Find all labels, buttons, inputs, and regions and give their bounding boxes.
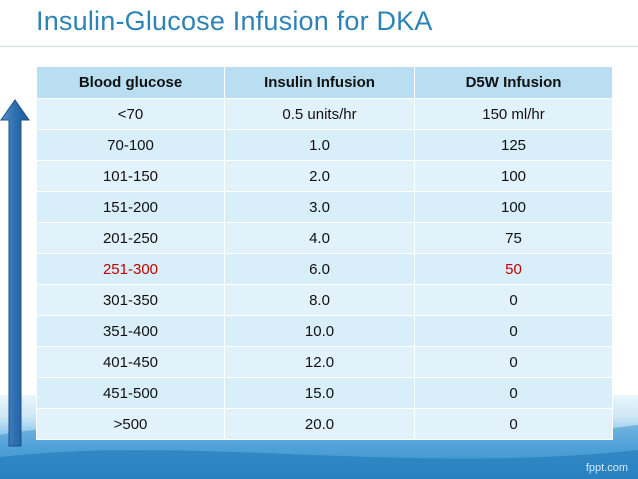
cell-blood-glucose: 351-400 bbox=[36, 315, 225, 347]
cell-insulin-infusion: 15.0 bbox=[224, 377, 415, 409]
cell-insulin-infusion: 2.0 bbox=[224, 160, 415, 192]
cell-insulin-infusion: 3.0 bbox=[224, 191, 415, 223]
cell-d5w-infusion: 0 bbox=[414, 284, 613, 316]
table-row: >500 20.0 0 bbox=[36, 408, 613, 440]
cell-d5w-infusion: 0 bbox=[414, 315, 613, 347]
cell-insulin-infusion: 20.0 bbox=[224, 408, 415, 440]
cell-blood-glucose: 70-100 bbox=[36, 129, 225, 161]
table-row: <70 0.5 units/hr 150 ml/hr bbox=[36, 98, 613, 130]
cell-blood-glucose: 451-500 bbox=[36, 377, 225, 409]
up-arrow-icon bbox=[0, 99, 30, 447]
header-d5w-infusion: D5W Infusion bbox=[414, 66, 613, 99]
cell-d5w-infusion-highlighted: 50 bbox=[414, 253, 613, 285]
cell-blood-glucose-highlighted: 251-300 bbox=[36, 253, 225, 285]
cell-blood-glucose: 151-200 bbox=[36, 191, 225, 223]
table-row: 351-400 10.0 0 bbox=[36, 315, 613, 347]
table-row: 451-500 15.0 0 bbox=[36, 377, 613, 409]
cell-insulin-infusion: 1.0 bbox=[224, 129, 415, 161]
cell-insulin-infusion: 6.0 bbox=[224, 253, 415, 285]
table-row-highlighted: 251-300 6.0 50 bbox=[36, 253, 613, 285]
cell-d5w-infusion: 0 bbox=[414, 377, 613, 409]
cell-insulin-infusion: 12.0 bbox=[224, 346, 415, 378]
slide-title: Insulin-Glucose Infusion for DKA bbox=[36, 6, 433, 36]
cell-d5w-infusion: 0 bbox=[414, 408, 613, 440]
table-row: 201-250 4.0 75 bbox=[36, 222, 613, 254]
table-row: 301-350 8.0 0 bbox=[36, 284, 613, 316]
cell-blood-glucose: >500 bbox=[36, 408, 225, 440]
cell-blood-glucose: 301-350 bbox=[36, 284, 225, 316]
insulin-glucose-table: Blood glucose Insulin Infusion D5W Infus… bbox=[36, 66, 613, 440]
header-insulin-infusion: Insulin Infusion bbox=[224, 66, 415, 99]
title-divider bbox=[0, 46, 638, 47]
cell-insulin-infusion: 4.0 bbox=[224, 222, 415, 254]
cell-d5w-infusion: 0 bbox=[414, 346, 613, 378]
header-blood-glucose: Blood glucose bbox=[36, 66, 225, 99]
cell-d5w-infusion: 75 bbox=[414, 222, 613, 254]
cell-blood-glucose: 101-150 bbox=[36, 160, 225, 192]
table-header-row: Blood glucose Insulin Infusion D5W Infus… bbox=[36, 66, 613, 99]
cell-insulin-infusion: 8.0 bbox=[224, 284, 415, 316]
cell-d5w-infusion: 150 ml/hr bbox=[414, 98, 613, 130]
cell-blood-glucose: <70 bbox=[36, 98, 225, 130]
table-row: 70-100 1.0 125 bbox=[36, 129, 613, 161]
cell-blood-glucose: 401-450 bbox=[36, 346, 225, 378]
table-row: 401-450 12.0 0 bbox=[36, 346, 613, 378]
table-row: 151-200 3.0 100 bbox=[36, 191, 613, 223]
cell-blood-glucose: 201-250 bbox=[36, 222, 225, 254]
cell-insulin-infusion: 0.5 units/hr bbox=[224, 98, 415, 130]
table-row: 101-150 2.0 100 bbox=[36, 160, 613, 192]
cell-d5w-infusion: 100 bbox=[414, 191, 613, 223]
cell-d5w-infusion: 125 bbox=[414, 129, 613, 161]
cell-insulin-infusion: 10.0 bbox=[224, 315, 415, 347]
cell-d5w-infusion: 100 bbox=[414, 160, 613, 192]
watermark-text: fppt.com bbox=[585, 462, 628, 474]
